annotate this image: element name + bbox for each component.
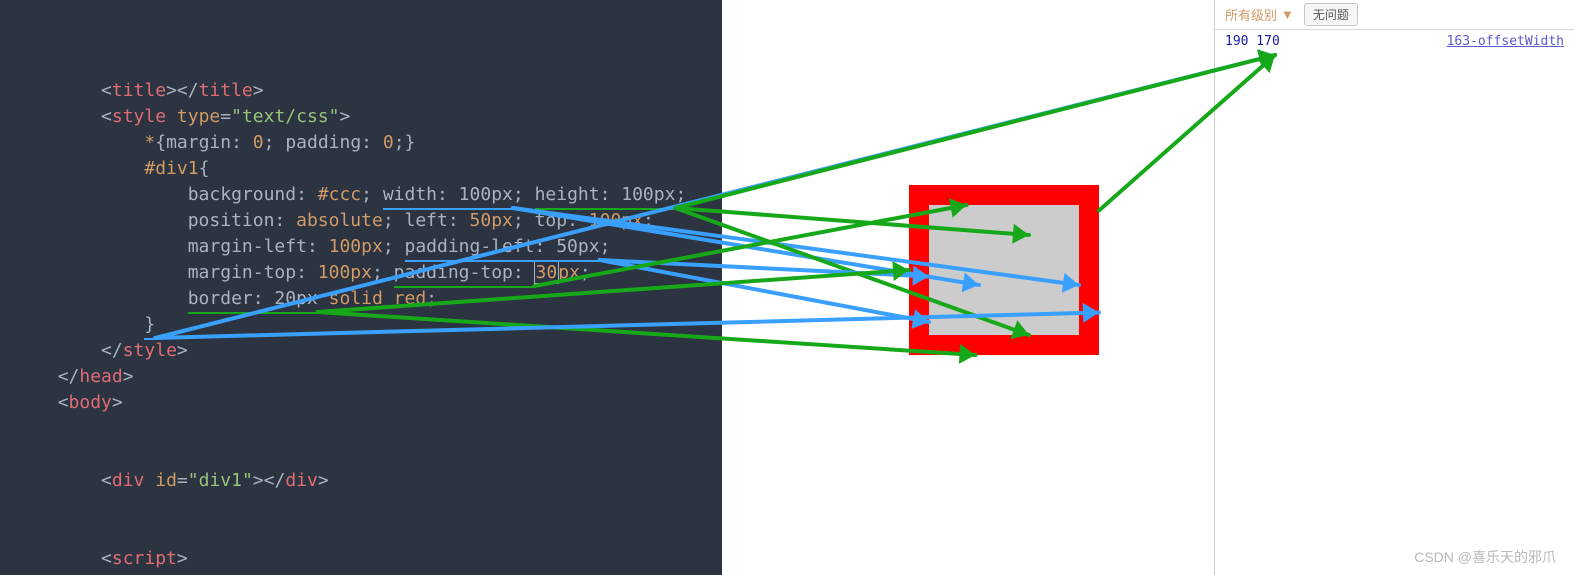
underline: padding-left: 50px bbox=[405, 234, 600, 260]
log-level-select[interactable]: 所有级别 ▼ bbox=[1225, 5, 1294, 24]
code-line bbox=[36, 494, 722, 520]
div1-content bbox=[979, 235, 1079, 335]
code-line bbox=[36, 416, 722, 442]
code-line: <script> bbox=[36, 546, 722, 572]
code-line: <title></title> bbox=[36, 78, 722, 104]
chevron-down-icon: ▼ bbox=[1281, 7, 1294, 22]
code-line: margin-top: 100px; padding-top: 30px; bbox=[36, 260, 722, 286]
editor-gutter bbox=[0, 0, 24, 575]
underline: width: 100px bbox=[383, 182, 513, 208]
code-line: margin-left: 100px; padding-left: 50px; bbox=[36, 234, 722, 260]
code-line bbox=[36, 520, 722, 546]
console-log-values: 190 170 bbox=[1225, 34, 1280, 49]
code-line: } bbox=[36, 312, 722, 338]
code-line: background: #ccc; width: 100px; height: … bbox=[36, 182, 722, 208]
code-line bbox=[36, 442, 722, 468]
rendered-page bbox=[722, 0, 1214, 575]
devtools-console[interactable]: 所有级别 ▼ 无问题 190 170 163-offsetWidth bbox=[1214, 0, 1574, 575]
underline: } bbox=[144, 312, 155, 338]
devtools-filter-bar[interactable]: 所有级别 ▼ 无问题 bbox=[1215, 0, 1574, 30]
console-log-row[interactable]: 190 170 163-offsetWidth bbox=[1215, 30, 1574, 53]
code-line: border: 20px solid red; bbox=[36, 286, 722, 312]
console-log-source[interactable]: 163-offsetWidth bbox=[1447, 34, 1564, 49]
code-line: position: absolute; left: 50px; top: 100… bbox=[36, 208, 722, 234]
div1-padding bbox=[929, 205, 1079, 335]
code-line: <body> bbox=[36, 390, 722, 416]
code-area: <title></title> <style type="text/css"> … bbox=[0, 78, 722, 575]
log-level-label: 所有级别 bbox=[1225, 5, 1277, 24]
code-line: </style> bbox=[36, 338, 722, 364]
watermark: CSDN @喜乐天的邪爪 bbox=[1414, 547, 1556, 567]
code-line: <div id="div1"></div> bbox=[36, 468, 722, 494]
issues-button[interactable]: 无问题 bbox=[1304, 3, 1358, 26]
code-line: #div1{ bbox=[36, 156, 722, 182]
code-line: <style type="text/css"> bbox=[36, 104, 722, 130]
underline: border: 20px bbox=[188, 286, 318, 312]
div1-box-model bbox=[909, 185, 1099, 355]
underline: height: 100px bbox=[535, 182, 676, 208]
underline: padding-top: bbox=[394, 260, 535, 286]
code-line: </head> bbox=[36, 364, 722, 390]
code-line: *{margin: 0; padding: 0;} bbox=[36, 130, 722, 156]
div1-border bbox=[909, 185, 1099, 355]
code-editor[interactable]: <title></title> <style type="text/css"> … bbox=[0, 0, 722, 575]
